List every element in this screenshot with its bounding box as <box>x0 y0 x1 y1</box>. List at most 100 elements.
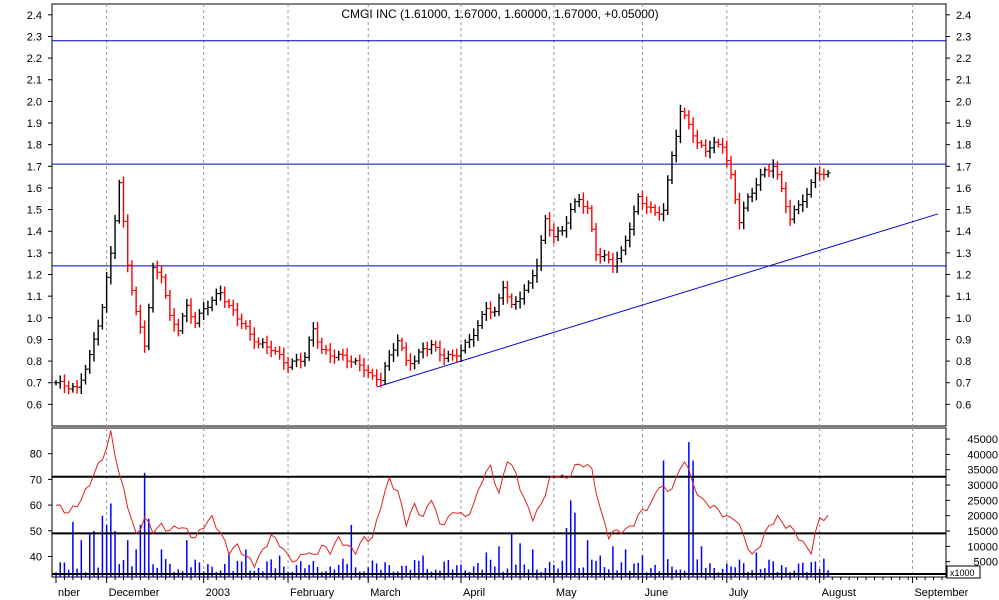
price-bar <box>310 322 316 347</box>
volume-tick-label: 35000 <box>967 465 998 477</box>
price-bar <box>766 163 772 178</box>
price-tick-label-left: 2.0 <box>27 96 42 108</box>
price-bar <box>57 375 63 389</box>
price-bar <box>78 373 84 395</box>
price-bar <box>513 296 519 310</box>
price-tick-label-left: 1.4 <box>27 226 42 238</box>
price-bar <box>61 374 67 394</box>
price-trendline <box>376 213 938 388</box>
price-bar <box>87 349 93 374</box>
price-bar <box>534 258 540 283</box>
price-bar <box>416 348 422 365</box>
indicator-axis-labels: 40 50 60 70 80 <box>30 449 52 563</box>
price-bar <box>251 327 257 349</box>
price-panel-frame <box>51 3 947 427</box>
price-bar <box>610 252 616 273</box>
price-bar <box>104 271 110 313</box>
price-tick-label-left: 0.6 <box>27 399 42 411</box>
price-bar <box>192 311 198 329</box>
price-bar <box>483 301 489 321</box>
price-bar <box>796 200 802 215</box>
volume-tick-label: 30000 <box>967 480 998 492</box>
price-tick-label-left: 0.9 <box>27 334 42 346</box>
price-bar <box>319 337 325 354</box>
price-tick-label-right: 1.8 <box>956 140 971 152</box>
price-bar <box>163 274 169 299</box>
price-bar <box>601 249 607 262</box>
price-bar <box>116 179 122 224</box>
volume-tick-label: 15000 <box>967 526 998 538</box>
price-bar <box>669 151 675 185</box>
volume-unit-box <box>946 565 981 579</box>
price-bar <box>517 291 523 309</box>
price-bar <box>673 129 679 163</box>
price-tick-label-left: 0.7 <box>27 378 42 390</box>
price-bar <box>500 280 506 305</box>
price-tick-label-right: 2.0 <box>956 96 971 108</box>
price-axis-labels: 0.6 0.6 0.7 0.7 0.8 0.8 0.9 0.9 1.0 1.0 1.1 1.1 1.2 1… <box>27 10 972 412</box>
price-tick-label-right: 2.3 <box>956 31 971 43</box>
price-tick-label-right: 1.4 <box>956 226 971 238</box>
price-bar <box>568 203 574 230</box>
price-bar <box>281 347 287 370</box>
price-bar <box>327 343 333 363</box>
price-tick-label-left: 1.6 <box>27 183 42 195</box>
price-tick-label-left: 1.5 <box>27 205 42 217</box>
price-bar <box>466 333 472 349</box>
x-tick-label: September <box>914 587 968 599</box>
price-bar <box>462 339 468 354</box>
volume-tick-label: 45000 <box>967 434 998 446</box>
price-tick-label-left: 1.7 <box>27 161 42 173</box>
price-bar <box>391 343 397 362</box>
price-bar <box>682 107 688 120</box>
price-bar <box>715 138 721 148</box>
price-bar <box>445 350 451 363</box>
price-bar <box>395 334 401 357</box>
price-tick-label-left: 1.1 <box>27 291 42 303</box>
price-tick-label-left: 1.0 <box>27 313 42 325</box>
price-bar <box>509 293 515 308</box>
price-bar <box>770 159 776 179</box>
price-tick-label-right: 1.6 <box>956 183 971 195</box>
price-bar <box>606 250 612 264</box>
indicator-tick-label: 60 <box>30 500 42 512</box>
price-bar <box>656 206 662 221</box>
x-tick-label: February <box>290 587 335 599</box>
price-bar <box>91 332 97 362</box>
price-bar <box>707 140 713 159</box>
price-bar <box>175 318 181 337</box>
price-bar <box>437 340 443 362</box>
price-bar <box>686 110 692 130</box>
price-bar <box>526 280 532 293</box>
volume-tick-label: 40000 <box>967 449 998 461</box>
indicator-tick-label: 80 <box>30 449 42 461</box>
price-bar <box>694 129 700 149</box>
price-tick-label-left: 0.8 <box>27 356 42 368</box>
price-bar <box>812 167 818 189</box>
price-tick-label-left: 2.3 <box>27 31 42 43</box>
price-bar <box>555 226 561 242</box>
volume-tick-label: 10000 <box>967 541 998 553</box>
price-bar <box>825 170 831 178</box>
price-bar <box>205 300 211 316</box>
price-bar <box>154 260 160 280</box>
price-bar <box>289 358 295 370</box>
x-tick-label: August <box>822 587 856 599</box>
price-bar <box>158 265 164 284</box>
price-bar <box>247 319 253 341</box>
price-tick-label-left: 2.2 <box>27 53 42 65</box>
price-bar <box>95 319 101 346</box>
price-bar <box>677 104 683 144</box>
price-tick-label-right: 0.6 <box>956 399 971 411</box>
price-bar <box>800 194 806 212</box>
price-bar <box>121 176 127 228</box>
price-bar <box>357 354 363 372</box>
price-bar <box>703 139 709 158</box>
price-bars <box>53 104 831 395</box>
price-bar <box>720 137 726 154</box>
price-bar <box>150 262 156 313</box>
price-bar <box>386 350 392 371</box>
price-bar <box>808 179 814 198</box>
x-tick-label: December <box>109 587 160 599</box>
price-bar <box>382 361 388 385</box>
